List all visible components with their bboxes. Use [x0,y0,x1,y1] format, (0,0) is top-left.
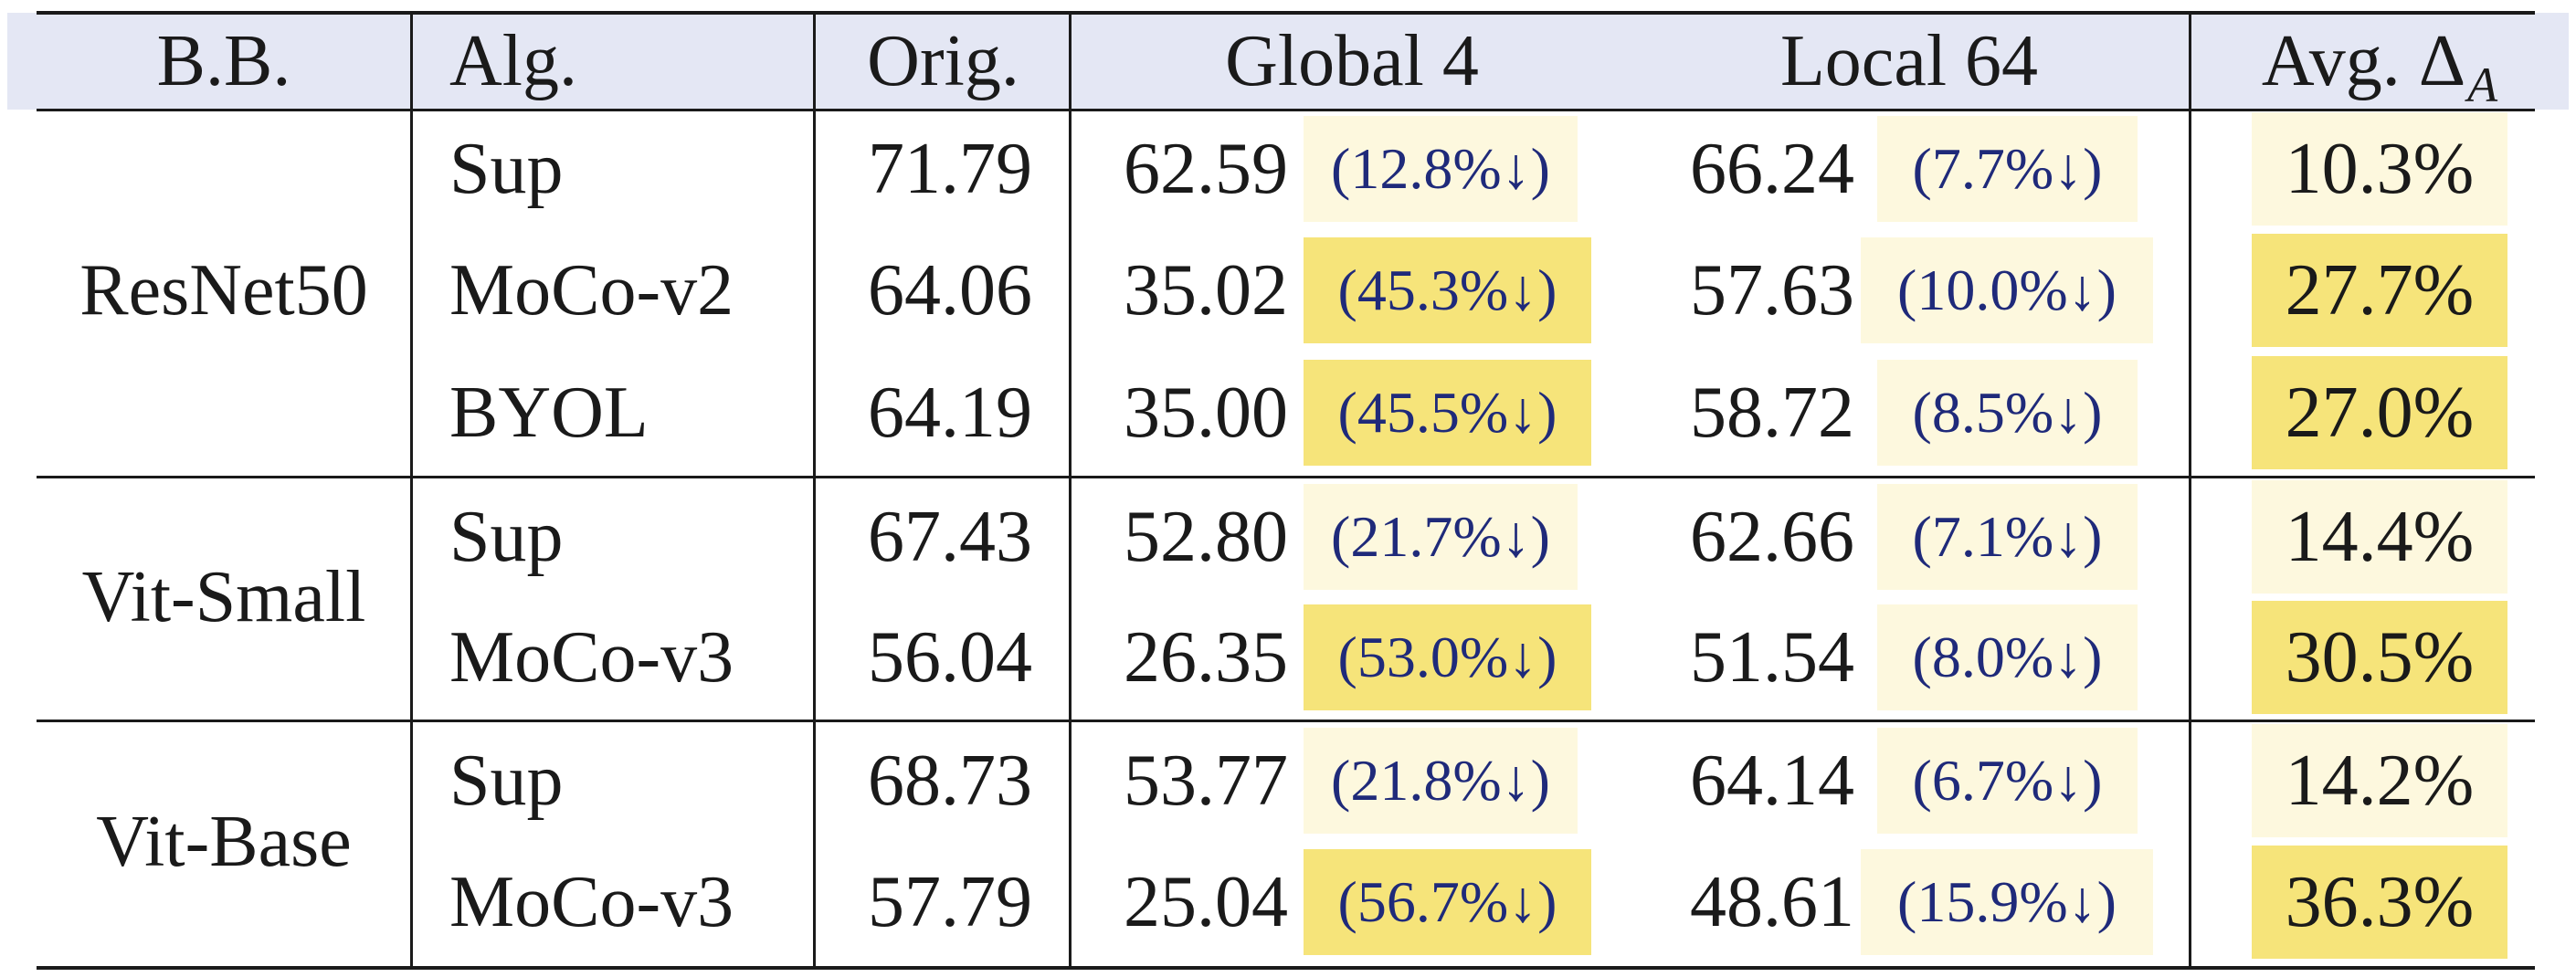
global-score: 52.80 [1124,497,1288,577]
local-highlight-cell [1877,116,2138,222]
local-score: 64.14 [1690,741,1854,821]
header-backbone: B.B. [156,21,291,101]
local-drop-percent: (15.9%↓) [1897,869,2117,934]
global-drop-percent: (21.8%↓) [1331,748,1550,813]
avg-highlight-cell [2252,356,2507,469]
header-avg-delta-label: Avg. Δ [2261,21,2466,101]
local-score: 58.72 [1690,373,1854,453]
avg-highlight-cell [2252,234,2507,347]
global-drop-percent: (56.7%↓) [1337,869,1557,934]
header-rule [37,109,2535,111]
global-score: 26.35 [1124,617,1288,698]
algorithm-name: MoCo-v3 [449,862,734,942]
local-drop-percent: (7.1%↓) [1912,504,2103,569]
original-score: 64.19 [868,373,1032,453]
avg-drop-value: 36.3% [2285,862,2475,942]
global-drop-percent: (12.8%↓) [1331,136,1550,201]
avg-drop-value: 14.2% [2285,741,2475,821]
local-score: 48.61 [1690,862,1854,942]
algorithm-name: MoCo-v3 [449,617,734,698]
local-score: 57.63 [1690,250,1854,331]
local-highlight-cell [1861,849,2153,955]
avg-highlight-cell [2252,480,2507,594]
global-highlight-cell [1304,728,1578,834]
original-score: 56.04 [868,617,1032,698]
algorithm-name: Sup [449,497,564,577]
header-original: Orig. [867,21,1019,101]
backbone-label: ResNet50 [79,250,368,331]
local-drop-percent: (6.7%↓) [1912,748,2103,813]
global-drop-percent: (21.7%↓) [1331,504,1550,569]
local-highlight-cell [1861,237,2153,343]
backbone-label: Vit-Base [96,802,352,882]
local-score: 66.24 [1690,129,1854,209]
avg-highlight-cell [2252,846,2507,959]
global-score: 35.00 [1124,373,1288,453]
local-drop-percent: (10.0%↓) [1897,257,2117,322]
local-highlight-cell [1877,360,2138,466]
global-highlight-cell [1304,360,1591,466]
local-highlight-cell [1877,728,2138,834]
local-score: 62.66 [1690,497,1854,577]
original-score: 64.06 [868,250,1032,331]
global-score: 62.59 [1124,129,1288,209]
avg-drop-value: 30.5% [2285,617,2475,698]
original-score: 68.73 [868,741,1032,821]
column-divider-2 [813,13,816,968]
local-drop-percent: (8.5%↓) [1912,380,2103,445]
avg-highlight-cell [2252,112,2507,226]
global-score: 53.77 [1124,741,1288,821]
avg-drop-value: 27.0% [2285,373,2475,453]
bottom-rule [37,966,2535,970]
global-drop-percent: (45.3%↓) [1337,257,1557,322]
original-score: 57.79 [868,862,1032,942]
header-local-64: Local 64 [1779,21,2039,101]
header-global-4: Global 4 [1225,21,1479,101]
top-rule [37,11,2535,15]
column-divider-4 [2189,13,2191,968]
avg-drop-value: 10.3% [2285,129,2475,209]
header-algorithm: Alg. [449,21,577,101]
global-highlight-cell [1304,604,1591,710]
header-avg-delta: Avg. ΔA [2192,13,2567,112]
global-highlight-cell [1304,116,1578,222]
avg-drop-value: 27.7% [2285,250,2475,331]
global-drop-percent: (53.0%↓) [1337,625,1557,689]
original-score: 67.43 [868,497,1032,577]
global-drop-percent: (45.5%↓) [1337,380,1557,445]
backbone-label: Vit-Small [81,557,366,637]
group-rule-1 [37,476,2535,478]
algorithm-name: BYOL [449,373,649,453]
local-highlight-cell [1877,484,2138,590]
header-row-background [7,13,2569,110]
algorithm-name: Sup [449,741,564,821]
local-drop-percent: (8.0%↓) [1912,625,2103,689]
local-score: 51.54 [1690,617,1854,698]
algorithm-name: MoCo-v2 [449,250,734,331]
global-score: 25.04 [1124,862,1288,942]
avg-drop-value: 14.4% [2285,497,2475,577]
global-highlight-cell [1304,237,1591,343]
avg-highlight-cell [2252,724,2507,837]
global-score: 35.02 [1124,250,1288,331]
local-highlight-cell [1877,604,2138,710]
local-drop-percent: (7.7%↓) [1912,136,2103,201]
group-rule-2 [37,720,2535,722]
original-score: 71.79 [868,129,1032,209]
header-avg-delta-subscript: A [2467,58,2498,112]
algorithm-name: Sup [449,129,564,209]
avg-highlight-cell [2252,601,2507,714]
global-highlight-cell [1304,849,1591,955]
global-highlight-cell [1304,484,1578,590]
column-divider-1 [410,13,413,968]
column-divider-3 [1069,13,1072,968]
